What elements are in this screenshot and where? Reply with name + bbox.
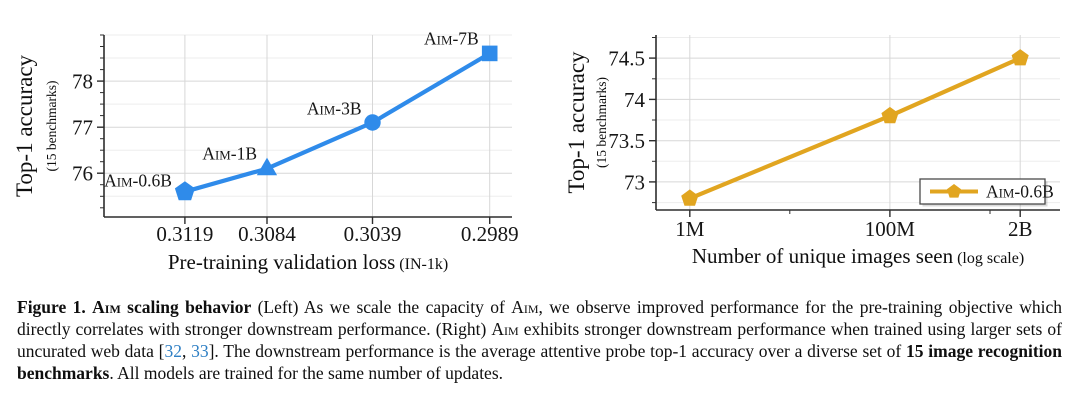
x-tick-label: 1M (675, 217, 705, 241)
data-point-Aim-0.6B (174, 181, 195, 201)
x-axis-label: Number of unique images seen (log scale) (692, 244, 1024, 268)
y-tick-label: 77 (72, 116, 93, 140)
point-label: AIM-1B (202, 144, 257, 164)
data-point-Aim-3B (364, 114, 381, 131)
citation-link-32[interactable]: 32 (164, 341, 182, 361)
right-data-scaling-chart: 73 73.5 74 74.5 1M 100M 2B Number of unique ima… (564, 35, 1060, 268)
caption-text: , we observe improved performance for th… (17, 297, 1062, 339)
x-tick-label: 0.2989 (461, 222, 519, 246)
caption-model-name: Aim (92, 297, 121, 317)
caption-figure-label: Figure 1. (17, 297, 93, 317)
legend-label: AIM-0.6B (986, 182, 1054, 202)
caption-bold-benchmarks: 15 image recognition benchmarks (17, 341, 1063, 383)
data-point-Aim-7B (481, 45, 498, 62)
y-tick-label: 74.5 (608, 47, 645, 71)
data-point-Aim-0.6B (881, 106, 899, 124)
point-label: AIM-7B (424, 28, 479, 48)
y-axis-note: (15 benchmarks) (44, 80, 59, 171)
caption-text: ]. The downstream performance is the ave… (208, 341, 907, 361)
left-scaling-chart: 76 77 78 0.3119 0.3084 0.3039 0.2989 Pre-traini… (12, 28, 519, 274)
x-tick-label: 0.3084 (238, 222, 296, 246)
caption-title: scaling behavior (120, 297, 252, 317)
x-axis-label: Pre-training validation loss (IN-1k) (168, 250, 448, 274)
data-point-Aim-1B (256, 157, 278, 176)
x-tick-label: 0.3039 (344, 222, 402, 246)
y-axis-label: Top-1 accuracy (12, 54, 37, 197)
caption-text: exhibits stronger downstream performance… (17, 319, 1062, 361)
y-axis-note: (15 benchmarks) (594, 77, 609, 168)
citation-link-33[interactable]: 33 (191, 341, 209, 361)
figure-caption: Figure 1. Aim scaling behavior (Left) As… (17, 296, 1062, 384)
data-point-Aim-0.6B (681, 189, 699, 206)
y-tick-label: 73.5 (608, 129, 645, 153)
y-tick-label: 76 (72, 162, 93, 186)
charts-row: 76 77 78 0.3119 0.3084 0.3039 0.2989 Pre-traini… (12, 28, 1060, 274)
caption-model-name: Aim (511, 297, 539, 317)
legend-marker (946, 184, 962, 198)
y-tick-label: 73 (624, 170, 645, 194)
point-label: AIM-0.6B (104, 171, 172, 191)
grid (104, 34, 512, 217)
point-label: AIM-3B (307, 99, 362, 119)
y-tick-label: 74 (624, 88, 646, 112)
caption-text: . All models are trained for the same nu… (109, 363, 504, 383)
x-tick-label: 100M (865, 217, 916, 241)
caption-text: (Left) As we scale the capacity of (251, 297, 512, 317)
series-line (182, 51, 492, 194)
caption-model-name: Aim (491, 319, 519, 339)
axes: 76 77 78 0.3119 0.3084 0.3039 0.2989 (72, 34, 519, 246)
figure-1: 76 77 78 0.3119 0.3084 0.3039 0.2989 Pre-traini… (12, 28, 1062, 384)
caption-text: , (181, 341, 192, 361)
data-point-Aim-0.6B (1011, 49, 1029, 66)
x-tick-label: 0.3119 (156, 222, 213, 246)
axes: 73 73.5 74 74.5 1M 100M 2B (608, 35, 1060, 241)
x-tick-label: 2B (1008, 217, 1033, 241)
y-axis-label: Top-1 accuracy (564, 51, 589, 194)
y-tick-label: 78 (72, 70, 93, 94)
